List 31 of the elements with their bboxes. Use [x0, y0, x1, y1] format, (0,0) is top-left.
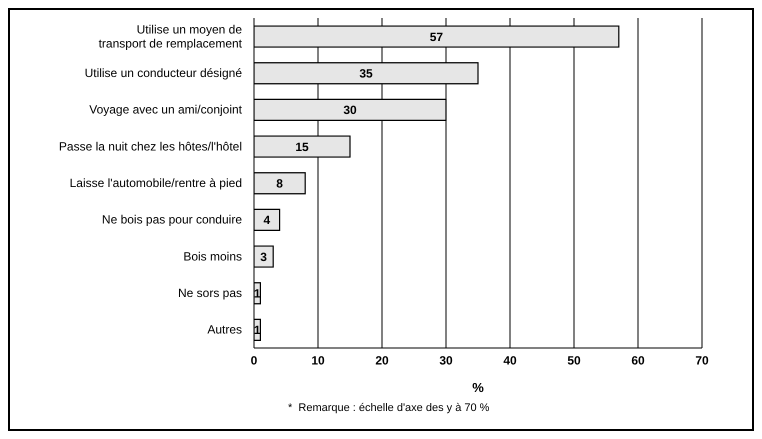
y-tick-label: Ne sors pas	[178, 286, 242, 300]
y-tick-label: Voyage avec un ami/conjoint	[89, 102, 243, 117]
data-label: 4	[263, 213, 270, 228]
y-tick-label: Passe la nuit chez les hôtes/l'hôtel	[58, 139, 242, 154]
data-label: 1	[254, 286, 261, 300]
y-tick-label: Utilise un conducteur désigné	[84, 66, 242, 80]
x-tick-label: 20	[375, 354, 389, 368]
data-label: 3	[260, 250, 268, 264]
data-label: 30	[343, 103, 357, 118]
x-axis-title: %	[472, 380, 484, 395]
data-label: 35	[359, 66, 373, 80]
y-tick-label: Utilise un moyen de transport de remplacement	[98, 22, 243, 50]
x-tick-label: 70	[695, 354, 709, 368]
y-tick-label: Ne bois pas pour conduire	[102, 212, 242, 227]
bar	[254, 245, 274, 268]
data-label: 15	[295, 140, 309, 154]
data-label: 57	[430, 30, 444, 44]
y-tick-label: Bois moins	[183, 249, 242, 264]
x-tick-label: 60	[631, 354, 645, 368]
text: * Remarque : échelle d'axe des y à 70 %	[288, 402, 490, 414]
data-label: 8	[276, 176, 284, 190]
x-tick-label: 0	[250, 354, 258, 368]
x-tick-label: 10	[311, 354, 325, 368]
y-tick-label: Autres	[207, 322, 242, 337]
bar	[254, 208, 280, 231]
bar	[254, 172, 306, 194]
x-tick-label: 50	[567, 354, 581, 368]
y-tick-label: Laisse l'automobile/rentre à pied	[70, 176, 242, 190]
data-label: 1	[254, 323, 261, 338]
x-tick-label: 30	[439, 354, 453, 368]
x-tick-label: 40	[503, 354, 517, 368]
